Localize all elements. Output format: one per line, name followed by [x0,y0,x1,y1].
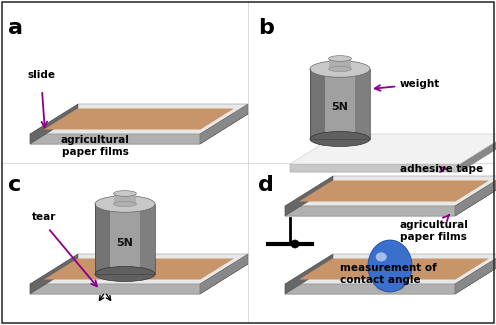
Bar [310,69,370,139]
Polygon shape [30,104,248,134]
Ellipse shape [368,240,412,292]
Polygon shape [290,134,496,164]
Bar [95,204,110,274]
Text: c: c [8,175,21,195]
Polygon shape [30,114,248,144]
Text: a: a [8,18,23,38]
Ellipse shape [310,132,370,147]
Polygon shape [200,104,248,144]
Polygon shape [285,254,333,294]
Text: weight: weight [375,79,440,91]
Polygon shape [30,104,78,144]
Polygon shape [285,176,496,206]
Ellipse shape [375,252,387,261]
Ellipse shape [375,285,404,291]
Bar [310,69,325,139]
Polygon shape [30,284,200,294]
Polygon shape [285,176,333,216]
Text: agricultural
paper films: agricultural paper films [61,135,129,157]
Text: measurement of
contact angle: measurement of contact angle [340,263,437,285]
Polygon shape [285,186,496,216]
Polygon shape [285,284,455,294]
Polygon shape [30,254,248,284]
Polygon shape [285,206,455,216]
Bar [95,204,155,274]
Polygon shape [200,254,248,294]
Ellipse shape [328,66,351,72]
Polygon shape [455,254,496,294]
Text: b: b [258,18,274,38]
Ellipse shape [114,191,136,196]
Polygon shape [30,134,200,144]
Polygon shape [30,254,78,294]
Text: agricultural
paper films: agricultural paper films [400,215,469,242]
Ellipse shape [114,202,136,207]
Ellipse shape [95,266,155,281]
Polygon shape [44,258,234,280]
Ellipse shape [95,196,155,212]
Text: 5N: 5N [331,102,348,112]
Polygon shape [285,254,496,284]
Ellipse shape [328,56,351,61]
Bar [140,204,155,274]
Polygon shape [285,264,496,294]
Bar [328,58,351,69]
Ellipse shape [310,61,370,77]
Ellipse shape [291,240,299,248]
Bar [355,69,370,139]
Polygon shape [455,176,496,216]
Text: d: d [258,175,274,195]
Text: slide: slide [28,70,56,80]
Bar [114,193,136,204]
Text: 5N: 5N [117,238,133,248]
Polygon shape [299,180,489,202]
Text: tear: tear [32,212,57,222]
Polygon shape [30,264,248,294]
Polygon shape [44,109,234,129]
Polygon shape [290,164,460,172]
Polygon shape [290,142,496,172]
Text: adhesive tape: adhesive tape [400,164,483,174]
Polygon shape [299,258,489,280]
